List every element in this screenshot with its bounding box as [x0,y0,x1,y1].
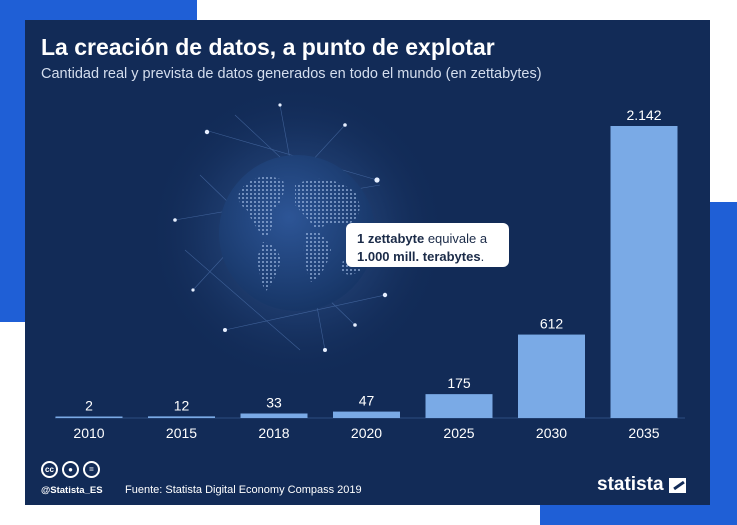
value-label-2035: 2.142 [626,107,661,123]
bar-2020 [333,411,400,418]
x-tick-label-2018: 2018 [258,425,289,441]
bar-2018 [240,413,308,418]
value-label-2025: 175 [447,375,471,391]
callout-strong-1: 1 zettabyte [357,231,425,246]
chart-title: La creación de datos, a punto de explota… [41,34,495,60]
callout-text-2: . [480,249,485,264]
source-note: Fuente: Statista Digital Economy Compass… [125,484,362,496]
bar-2015 [148,416,215,418]
bar-2010 [55,416,123,418]
chart-subtitle: Cantidad real y prevista de datos genera… [41,66,542,82]
callout-line-2: 1.000 mill. terabytes. [357,248,509,266]
callout-strong-2: 1.000 mill. terabytes [357,249,481,264]
license-icons: cc ● = [41,461,100,478]
x-tick-label-2035: 2035 [628,425,659,441]
infographic-card: La creación de datos, a punto de explota… [25,20,710,505]
bar-2025 [425,394,493,418]
callout-box: 1 zettabyte equivale a 1.000 mill. terab… [346,223,509,267]
callout-line-1: 1 zettabyte equivale a [357,230,509,248]
nd-icon: = [83,461,100,478]
value-label-2018: 33 [266,395,282,411]
callout-text-1: equivale a [424,231,488,246]
value-label-2030: 612 [540,316,564,332]
x-tick-label-2015: 2015 [166,425,197,441]
brand-name: statista [597,474,664,495]
statista-logo-icon [668,477,686,493]
bar-2030 [518,334,585,418]
value-label-2010: 2 [85,398,93,414]
cc-icon: cc [41,461,58,478]
brand-logo: statista [597,474,686,496]
x-tick-label-2030: 2030 [536,425,567,441]
globe-illustration [147,83,447,383]
x-tick-label-2020: 2020 [351,425,382,441]
x-tick-label-2025: 2025 [443,425,474,441]
bar-chart: 2 2010 12 2015 33 2018 47 2020 175 2025 612 2030 2.1… [55,107,685,441]
social-handle: @Statista_ES [41,485,103,496]
x-tick-label-2010: 2010 [73,425,104,441]
value-label-2020: 47 [359,393,375,409]
value-label-2015: 12 [174,397,190,413]
bar-2035 [610,126,678,418]
by-icon: ● [62,461,79,478]
